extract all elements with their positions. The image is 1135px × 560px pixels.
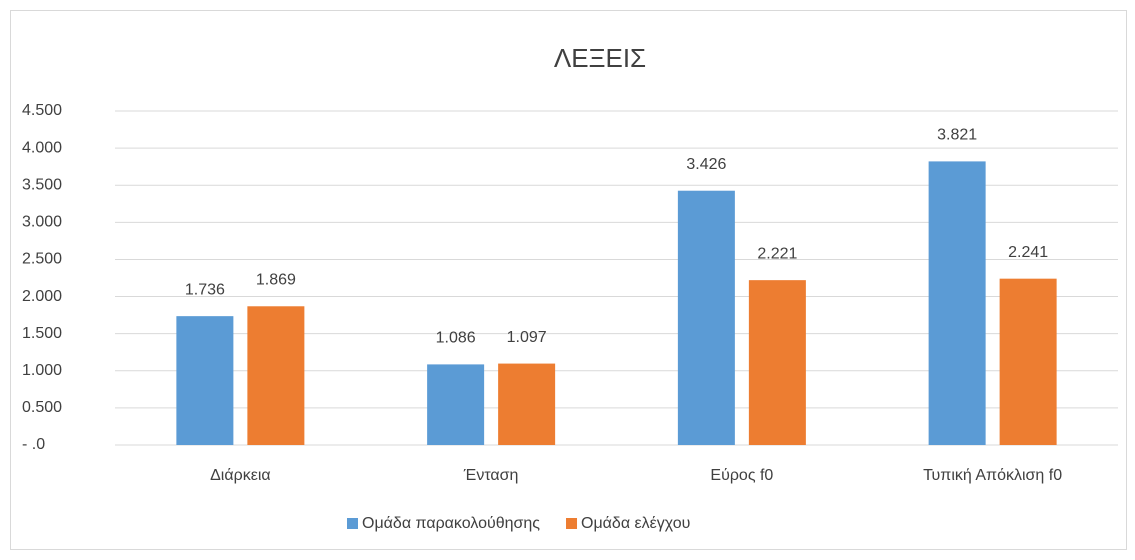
y-tick-label: 1.500 <box>22 325 62 342</box>
y-tick-label: 0.500 <box>22 399 62 416</box>
x-tick-label: Διάρκεια <box>210 467 271 484</box>
data-label: 2.221 <box>757 245 797 262</box>
y-tick-label: 4.000 <box>22 139 62 156</box>
bar <box>427 364 485 445</box>
y-tick-label: - .0 <box>22 436 45 453</box>
y-tick-label: 3.000 <box>22 214 62 231</box>
data-label: 1.736 <box>185 281 225 298</box>
legend-label: Ομάδα παρακολούθησης <box>362 515 540 532</box>
y-tick-label: 4.500 <box>22 102 62 119</box>
y-tick-label: 3.500 <box>22 176 62 193</box>
bar <box>677 190 735 445</box>
data-label: 3.426 <box>686 156 726 173</box>
x-tick-label: Εύρος f0 <box>710 467 773 484</box>
bar <box>176 316 234 445</box>
y-tick-label: 2.500 <box>22 251 62 268</box>
bar <box>928 161 986 445</box>
data-label: 1.097 <box>507 329 547 346</box>
legend-swatch <box>566 518 578 529</box>
legend-label: Ομάδα ελέγχου <box>581 515 690 532</box>
data-label: 1.869 <box>256 271 296 288</box>
bar <box>498 363 556 445</box>
x-tick-label: Τυπική Απόκλιση f0 <box>923 467 1062 484</box>
bar <box>748 280 806 445</box>
data-label: 1.086 <box>436 330 476 347</box>
y-tick-label: 2.000 <box>22 288 62 305</box>
y-tick-label: 1.000 <box>22 362 62 379</box>
bar <box>247 306 305 445</box>
data-label: 2.241 <box>1008 244 1048 261</box>
bar <box>999 278 1057 445</box>
legend-swatch <box>347 518 358 529</box>
chart-title: ΛΕΞΕΙΣ <box>554 43 646 73</box>
x-tick-label: Ένταση <box>463 467 519 484</box>
data-label: 3.821 <box>937 127 977 144</box>
